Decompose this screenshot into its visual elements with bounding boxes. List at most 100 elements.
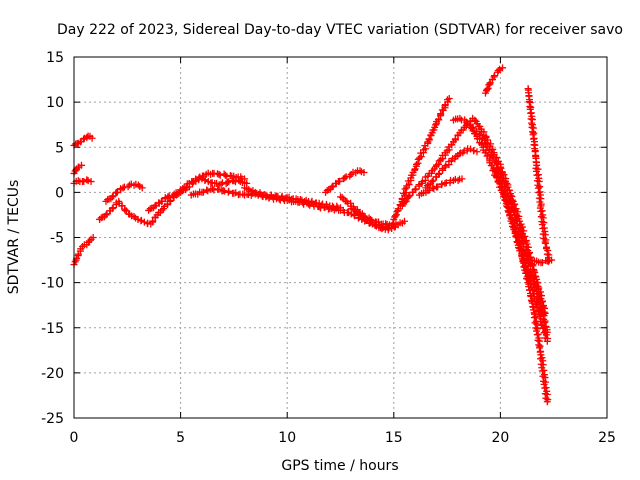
x-axis-label: GPS time / hours — [281, 458, 398, 474]
data-point — [512, 233, 520, 241]
data-point — [510, 201, 518, 209]
data-point — [267, 191, 275, 199]
x-tick-label: 10 — [278, 430, 296, 446]
data-point — [336, 177, 344, 185]
data-point — [333, 202, 341, 210]
data-point — [491, 72, 499, 80]
data-point — [366, 215, 374, 223]
data-point — [164, 193, 172, 201]
y-tick-label: 10 — [46, 95, 64, 111]
data-point — [456, 150, 464, 158]
data-point — [405, 193, 413, 201]
data-point — [522, 269, 530, 277]
data-point — [405, 181, 413, 189]
data-point — [543, 337, 551, 345]
data-point — [497, 164, 505, 172]
data-point — [315, 199, 323, 207]
data-point — [392, 220, 400, 228]
x-tick-label: 20 — [491, 430, 509, 446]
x-tick-label: 25 — [598, 430, 616, 446]
data-point — [77, 161, 85, 169]
data-point — [434, 160, 442, 168]
data-point — [496, 178, 504, 186]
data-point — [241, 175, 249, 183]
data-point — [402, 197, 410, 205]
y-tick-label: 5 — [55, 140, 64, 156]
y-tick-label: -25 — [41, 411, 64, 427]
data-point — [535, 344, 543, 352]
data-point — [508, 196, 516, 204]
data-point — [253, 189, 261, 197]
y-tick-label: 15 — [46, 50, 64, 66]
data-point — [166, 197, 174, 205]
y-tick-label: -15 — [41, 321, 64, 337]
data-point — [108, 205, 116, 213]
data-point — [541, 239, 549, 247]
data-point — [71, 258, 79, 266]
data-point — [323, 186, 331, 194]
data-point — [83, 133, 91, 141]
data-point — [533, 327, 541, 335]
data-point — [513, 208, 521, 216]
data-point — [225, 178, 233, 186]
data-point — [140, 218, 148, 226]
data-point — [87, 178, 95, 186]
data-point — [263, 192, 271, 200]
data-point — [89, 234, 97, 241]
data-point — [483, 85, 491, 93]
data-point — [394, 205, 402, 213]
data-point — [422, 145, 430, 153]
data-point — [511, 200, 519, 208]
data-point — [328, 183, 336, 191]
data-point — [545, 257, 553, 265]
data-point — [224, 178, 232, 186]
data-point — [435, 170, 443, 178]
data-point — [341, 174, 349, 182]
data-point — [548, 256, 556, 264]
data-point — [516, 240, 524, 248]
data-point — [533, 331, 541, 339]
y-tick-label: 0 — [55, 185, 64, 201]
data-point — [278, 192, 286, 200]
data-point — [471, 116, 479, 124]
data-point — [536, 288, 544, 296]
data-point — [533, 161, 541, 169]
data-point — [83, 176, 91, 184]
data-point — [337, 204, 344, 212]
data-point — [432, 121, 440, 129]
data-point — [109, 204, 117, 212]
y-tick-label: -10 — [41, 276, 64, 292]
data-point — [401, 185, 409, 193]
data-point — [498, 169, 506, 177]
data-point — [158, 206, 166, 214]
data-point — [510, 220, 518, 228]
data-point — [134, 181, 142, 189]
data-point — [513, 232, 521, 240]
data-point — [520, 233, 528, 241]
data-point — [525, 249, 533, 257]
data-point — [428, 178, 436, 186]
data-point — [525, 283, 533, 291]
data-point — [441, 179, 449, 187]
data-point — [543, 250, 551, 258]
data-point — [494, 67, 502, 75]
data-point — [495, 173, 503, 181]
data-point — [530, 314, 538, 322]
data-point — [541, 309, 549, 317]
data-point — [351, 212, 359, 220]
data-point — [411, 186, 419, 194]
data-point — [534, 307, 542, 315]
data-point — [543, 398, 551, 406]
data-point — [456, 114, 464, 122]
data-point — [144, 219, 152, 227]
x-tick-label: 5 — [176, 430, 185, 446]
data-point — [217, 180, 225, 188]
y-tick-label: -20 — [41, 366, 64, 382]
chart-title: Day 222 of 2023, Sidereal Day-to-day VTE… — [57, 22, 623, 38]
data-point — [354, 208, 362, 216]
data-point — [413, 160, 421, 168]
data-point — [529, 262, 537, 270]
data-point — [119, 184, 127, 192]
data-point — [368, 216, 376, 224]
